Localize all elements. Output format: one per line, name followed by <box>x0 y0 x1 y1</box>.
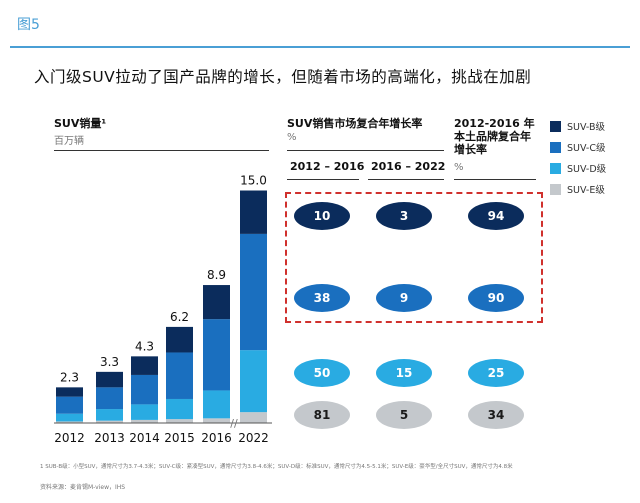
cagr-value-SUV-B级-col3: 94 <box>468 202 524 230</box>
cagr-value-SUV-E级-col3: 34 <box>468 401 524 429</box>
cagr-value-SUV-D级-col1: 50 <box>294 359 350 387</box>
bar-segment-SUV-E级-2016 <box>203 418 230 423</box>
legend-swatch <box>550 162 561 174</box>
cagr-value-SUV-B级-col1: 10 <box>294 202 350 230</box>
total-label-2022: 15.0 <box>240 174 267 188</box>
bar-segment-SUV-B级-2014 <box>131 356 158 375</box>
total-label-2015: 6.2 <box>170 310 189 324</box>
bar-segment-SUV-D级-2016 <box>203 390 230 419</box>
bar-segment-SUV-C级-2014 <box>131 374 158 405</box>
legend-item-SUV-C级: SUV-C级 <box>550 140 606 154</box>
chart-title: SUV销量¹ <box>54 117 107 130</box>
bar-segment-SUV-C级-2016 <box>203 319 230 391</box>
bar-segment-SUV-E级-2012 <box>56 421 83 423</box>
bar-segment-SUV-C级-2022 <box>240 233 267 351</box>
bar-segment-SUV-D级-2013 <box>96 409 123 421</box>
bar-segment-SUV-E级-2014 <box>131 419 158 423</box>
legend-swatch <box>550 120 561 132</box>
bar-segment-SUV-C级-2012 <box>56 396 83 414</box>
cagr-value-SUV-D级-col2: 15 <box>376 359 432 387</box>
total-label-2013: 3.3 <box>100 355 119 369</box>
cagr-header: SUV销售市场复合年增长率 <box>287 117 423 130</box>
legend-label: SUV-D级 <box>567 164 607 175</box>
cagr-unit: % <box>287 132 297 143</box>
x-tick-2015: 2015 <box>164 431 195 445</box>
chart-title-rule <box>54 150 269 151</box>
cagr-value-SUV-C级-col2: 9 <box>376 284 432 312</box>
cagr-header-rule <box>287 150 444 151</box>
period-rule-1 <box>287 179 359 180</box>
bar-segment-SUV-B级-2015 <box>166 326 193 353</box>
bar-segment-SUV-B级-2012 <box>56 387 83 397</box>
x-tick-2022: 2022 <box>238 431 269 445</box>
cagr-value-SUV-B级-col2: 3 <box>376 202 432 230</box>
x-tick-2016: 2016 <box>201 431 232 445</box>
legend-label: SUV-C级 <box>567 143 606 154</box>
top-rule <box>10 46 630 48</box>
legend-item-SUV-B级: SUV-B级 <box>550 119 605 133</box>
domestic-cagr-unit: % <box>454 162 464 173</box>
bar-segment-SUV-B级-2013 <box>96 371 123 388</box>
bar-segment-SUV-E级-2022 <box>240 412 267 423</box>
bar-segment-SUV-E级-2013 <box>96 420 123 423</box>
bar-segment-SUV-C级-2015 <box>166 352 193 399</box>
highlight-dashed-box <box>285 192 543 323</box>
headline: 入门级SUV拉动了国产品牌的增长，但随着市场的高端化，挑战在加剧 <box>34 68 532 86</box>
domestic-cagr-header: 2012-2016 年本土品牌复合年增长率 <box>454 117 535 156</box>
bar-segment-SUV-D级-2012 <box>56 413 83 422</box>
bar-segment-SUV-B级-2022 <box>240 190 267 234</box>
x-tick-2012: 2012 <box>54 431 85 445</box>
cagr-value-SUV-E级-col2: 5 <box>376 401 432 429</box>
bar-segment-SUV-D级-2015 <box>166 398 193 420</box>
period-2016-2022: 2016 – 2022 <box>371 160 446 173</box>
period-rule-2 <box>368 179 444 180</box>
legend-label: SUV-B级 <box>567 122 606 133</box>
total-label-2016: 8.9 <box>207 268 226 282</box>
legend-item-SUV-D级: SUV-D级 <box>550 161 606 175</box>
period-2012-2016: 2012 – 2016 <box>290 160 365 173</box>
total-label-2012: 2.3 <box>60 370 79 384</box>
period-rule-3 <box>454 179 536 180</box>
cagr-value-SUV-C级-col3: 90 <box>468 284 524 312</box>
x-tick-2013: 2013 <box>94 431 125 445</box>
chart-unit: 百万辆 <box>54 136 84 147</box>
source-note: 资料来源：麦肯锡M-view，IHS <box>40 484 126 491</box>
bar-segment-SUV-E级-2015 <box>166 419 193 423</box>
axis-break-mark: // <box>230 417 238 430</box>
cagr-value-SUV-E级-col1: 81 <box>294 401 350 429</box>
figure-label: 图5 <box>17 17 40 33</box>
legend-swatch <box>550 183 561 195</box>
bar-segment-SUV-D级-2022 <box>240 350 267 413</box>
x-tick-2014: 2014 <box>129 431 160 445</box>
legend-swatch <box>550 141 561 153</box>
bar-segment-SUV-C级-2013 <box>96 387 123 410</box>
bar-segment-SUV-B级-2016 <box>203 285 230 320</box>
footnote: 1 SUB-B级：小型SUV，通常尺寸为3.7-4.3米；SUV-C级：紧凑型S… <box>40 464 513 470</box>
legend-label: SUV-E级 <box>567 185 605 196</box>
legend-item-SUV-E级: SUV-E级 <box>550 182 605 196</box>
cagr-value-SUV-D级-col3: 25 <box>468 359 524 387</box>
total-label-2014: 4.3 <box>135 339 154 353</box>
cagr-value-SUV-C级-col1: 38 <box>294 284 350 312</box>
bar-segment-SUV-D级-2014 <box>131 404 158 420</box>
